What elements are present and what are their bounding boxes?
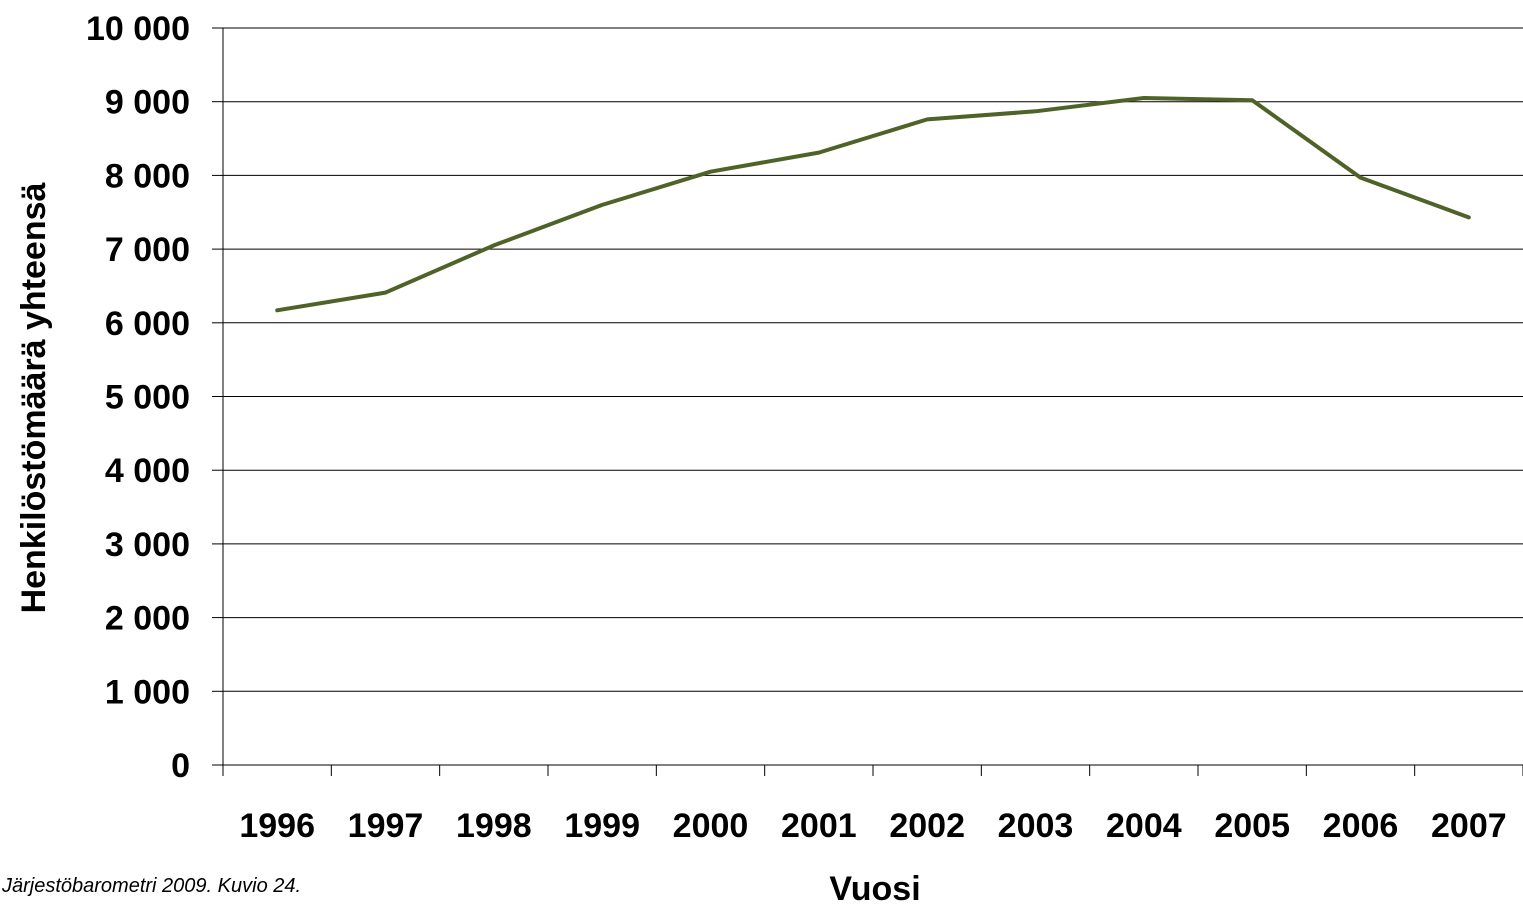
x-tick-label: 2004 [1106,807,1182,845]
y-tick-label: 8 000 [105,157,190,195]
y-tick-label: 2 000 [105,600,190,638]
x-tick-label: 2002 [889,807,965,845]
gridlines [223,27,1523,692]
y-tick-label: 5 000 [105,379,190,417]
axes [212,27,1523,776]
y-tick-label: 9 000 [105,84,190,122]
x-tick-label: 2006 [1323,807,1399,845]
y-tick-label: 4 000 [105,452,190,490]
x-tick-label: 1998 [456,807,532,845]
y-tick-label: 7 000 [105,231,190,269]
source-note: Järjestöbarometri 2009. Kuvio 24. [2,875,302,897]
y-tick-label: 6 000 [105,305,190,343]
x-tick-label: 1999 [564,807,640,845]
tick-labels: 0 1 000 2 000 3 000 4 000 5 000 6 000 7 000 8 00… [86,10,1507,845]
x-tick-label: 1997 [348,807,424,845]
y-tick-label: 3 000 [105,526,190,564]
y-tick-label: 10 000 [86,10,190,48]
series [275,96,1471,313]
x-tick-label: 2001 [781,807,857,845]
x-tick-label: 1996 [239,807,315,845]
series-line [275,96,1471,313]
y-axis-title: Henkilöstömäärä yhteensä [15,182,53,613]
x-tick-label: 2005 [1214,807,1290,845]
x-tick-label: 2003 [998,807,1074,845]
x-axis-title: Vuosi [829,870,920,907]
y-tick-label: 0 [171,747,190,785]
x-tick-label: 2000 [673,807,749,845]
y-tick-label: 1 000 [105,673,190,711]
x-tick-label: 2007 [1431,807,1507,845]
